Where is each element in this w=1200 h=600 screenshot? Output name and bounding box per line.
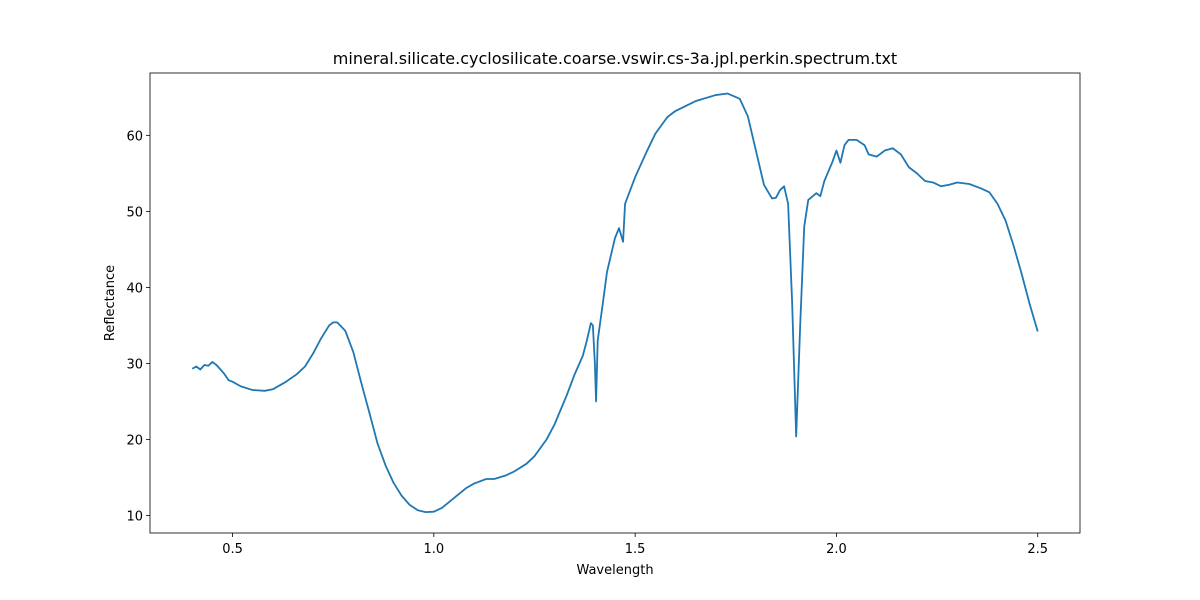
x-axis-label: Wavelength [576,563,653,578]
y-tick-label: 20 [126,433,143,448]
x-tick-label: 1.5 [625,542,646,557]
x-tick-label: 0.5 [222,542,243,557]
y-tick-label: 40 [126,281,143,296]
x-tick-label: 2.5 [1027,542,1048,557]
x-tick-label: 1.0 [423,542,444,557]
y-axis-label: Reflectance [103,265,118,341]
y-tick-label: 30 [126,357,143,372]
y-tick-label: 50 [126,205,143,220]
chart-title: mineral.silicate.cyclosilicate.coarse.vs… [333,49,897,68]
data-line [191,92,1039,513]
plot-frame [149,72,1081,534]
x-tick-label: 2.0 [826,542,847,557]
y-tick-label: 10 [126,510,143,525]
y-tick-label: 60 [126,129,143,144]
